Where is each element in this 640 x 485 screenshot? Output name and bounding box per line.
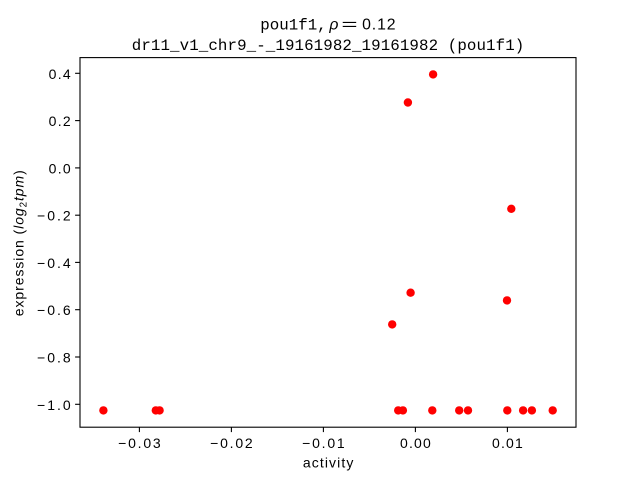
svg-text:−0.01: −0.01 xyxy=(302,435,345,451)
svg-text:0.2: 0.2 xyxy=(49,113,71,129)
svg-text:0.00: 0.00 xyxy=(400,435,431,451)
svg-text:0.12: 0.12 xyxy=(362,16,396,33)
svg-text:−0.8: −0.8 xyxy=(37,350,71,366)
svg-text:−0.6: −0.6 xyxy=(37,302,71,318)
svg-text:−0.2: −0.2 xyxy=(37,208,71,224)
svg-text:ρ: ρ xyxy=(328,16,338,33)
svg-text:−0.02: −0.02 xyxy=(210,435,253,451)
svg-text:0.0: 0.0 xyxy=(49,160,71,176)
svg-text:=: = xyxy=(341,16,357,33)
svg-text:0.01: 0.01 xyxy=(492,435,523,451)
svg-text:−0.4: −0.4 xyxy=(37,255,71,271)
svg-text:0.4: 0.4 xyxy=(49,66,71,82)
svg-text:activity: activity xyxy=(303,455,354,471)
svg-text:−0.03: −0.03 xyxy=(118,435,161,451)
svg-text:pou1f1,: pou1f1, xyxy=(260,16,326,34)
svg-text:dr11_v1_chr9_-_19161982_191619: dr11_v1_chr9_-_19161982_19161982 (pou1f1… xyxy=(132,37,525,55)
svg-text:−1.0: −1.0 xyxy=(37,397,71,413)
